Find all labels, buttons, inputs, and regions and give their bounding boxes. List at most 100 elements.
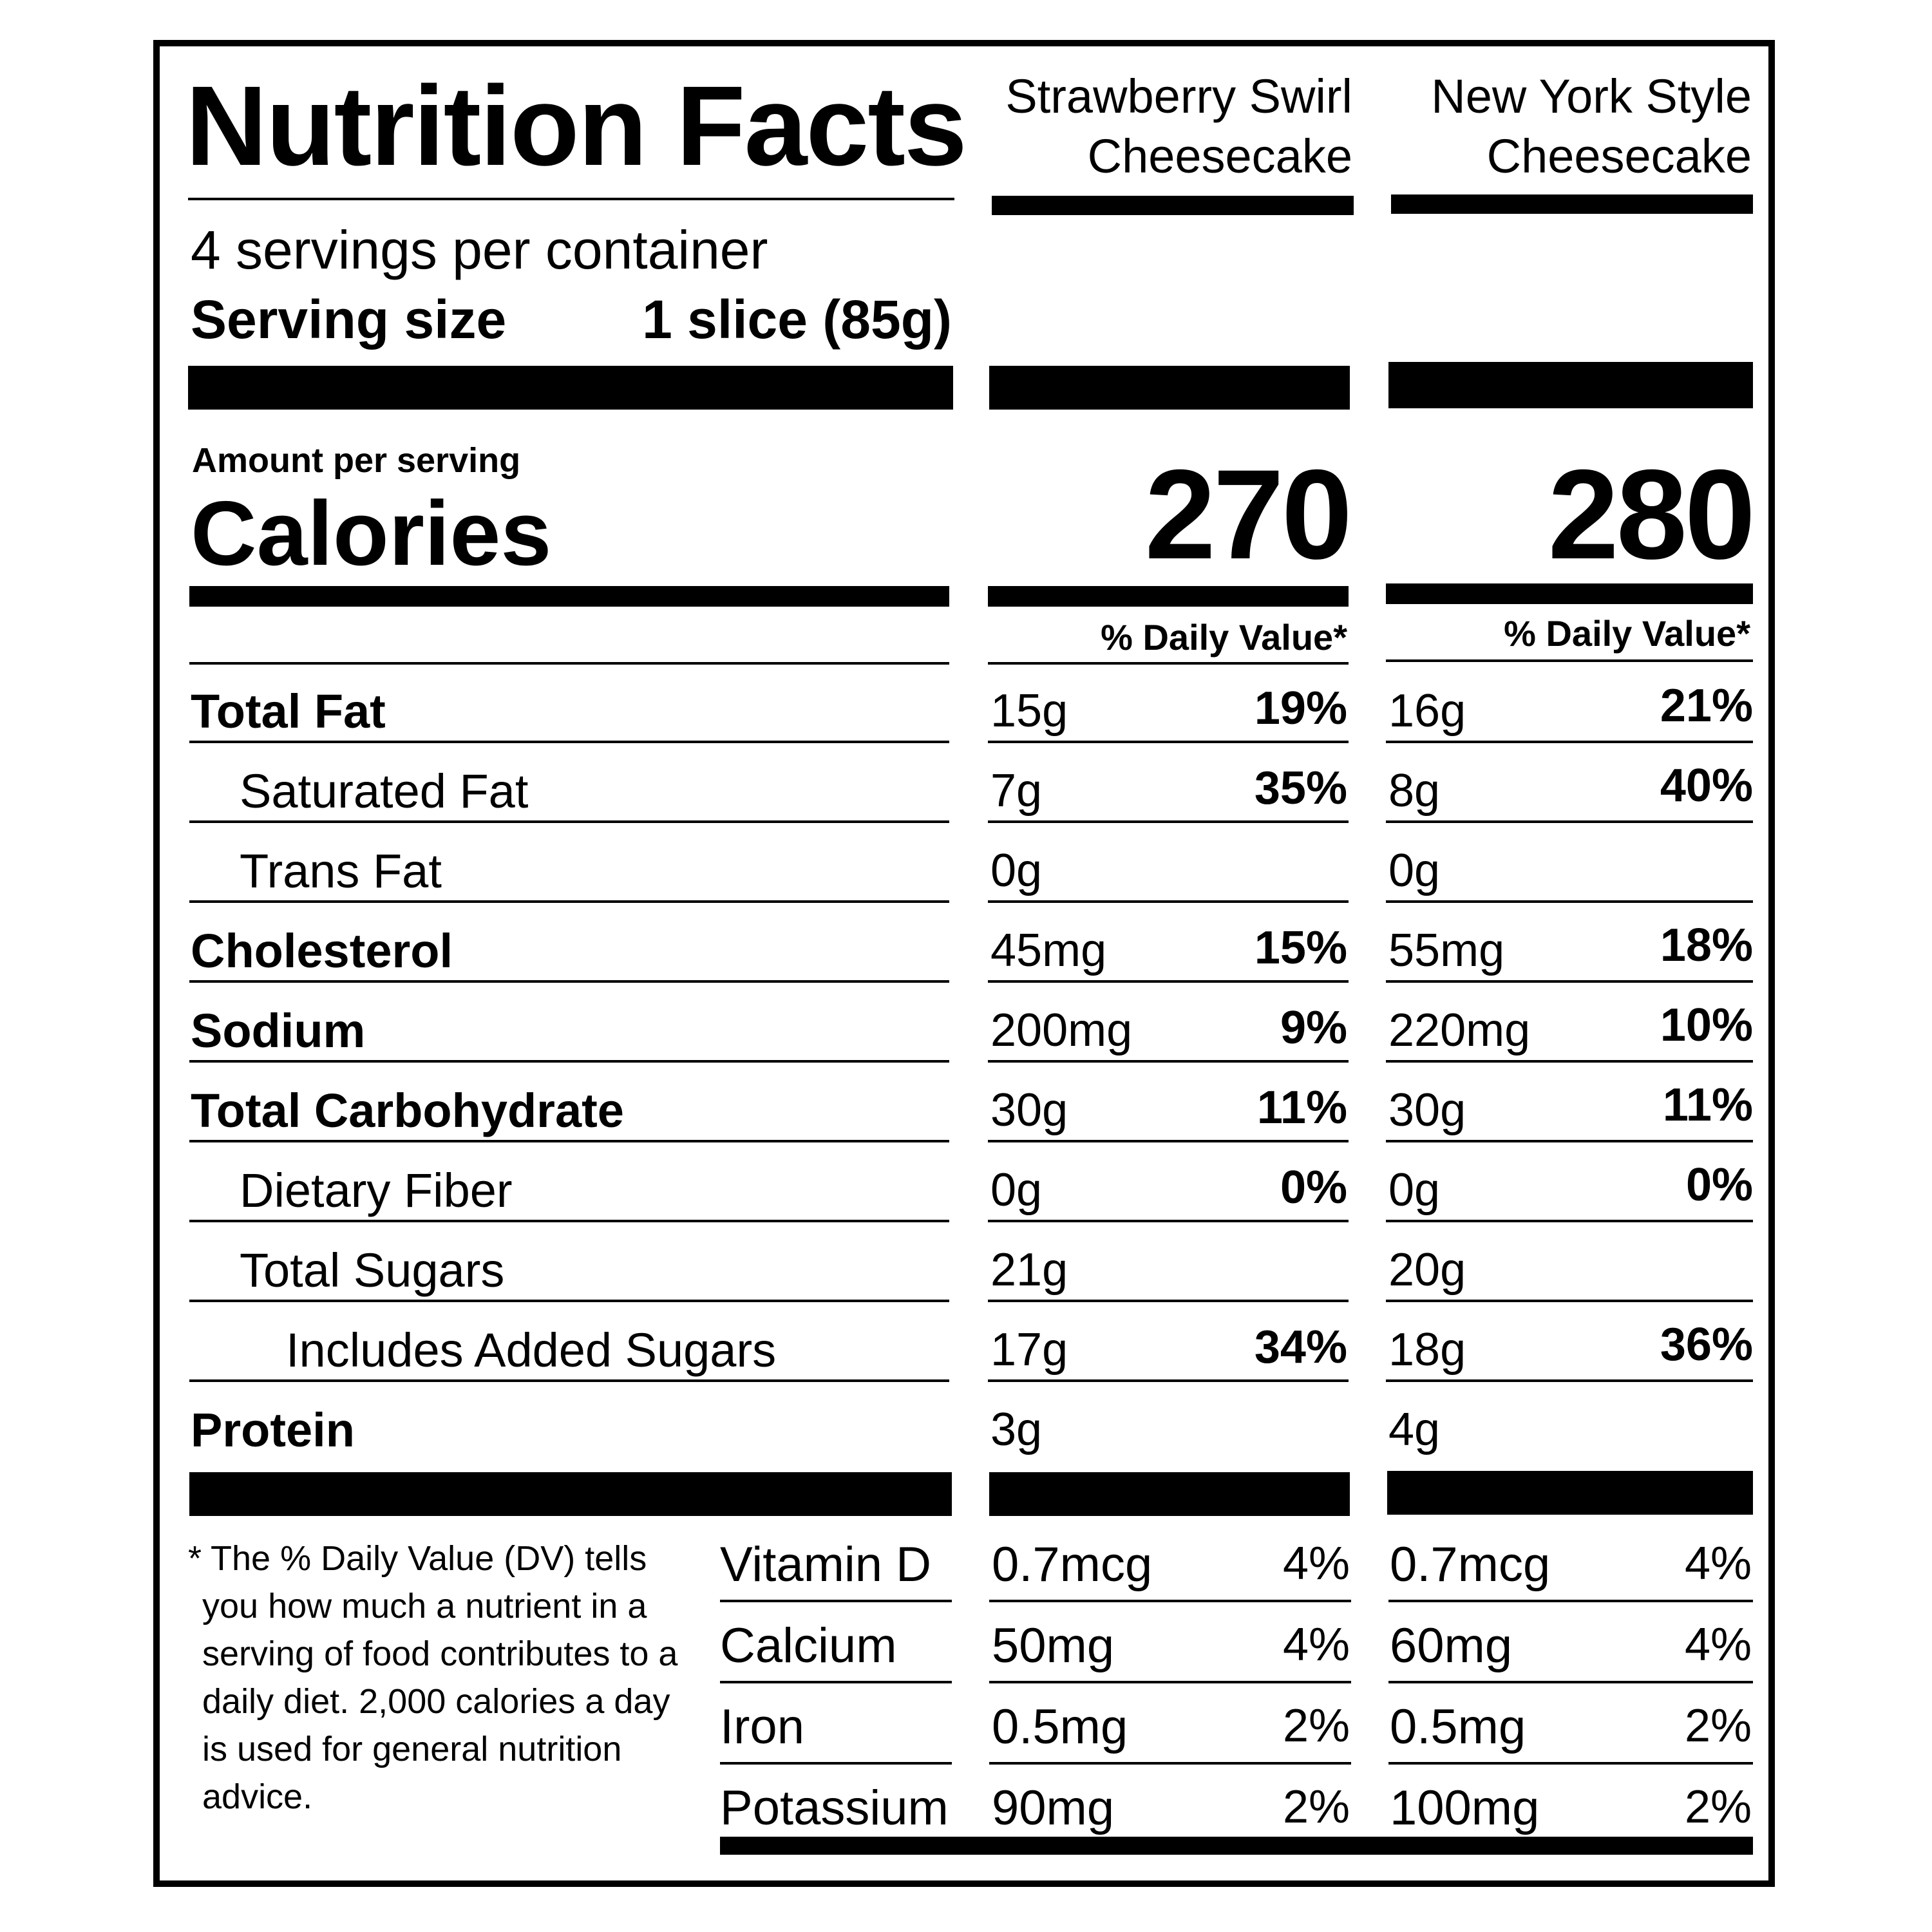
heavy-rule (989, 1472, 1350, 1516)
product-1-daily-value: 4% (1282, 1538, 1350, 1589)
product-1-amount: 17g (990, 1324, 1068, 1376)
row-divider (720, 1681, 952, 1683)
row-divider (988, 1379, 1349, 1382)
product-1-daily-value: 34% (1254, 1321, 1347, 1373)
row-divider (720, 1600, 952, 1602)
heavy-rule (188, 366, 953, 410)
row-divider (1388, 1762, 1753, 1765)
heavy-rule (989, 366, 1350, 410)
product-2-amount: 30g (1388, 1084, 1466, 1136)
product-2-calories: 280 (1548, 443, 1756, 585)
row-divider (189, 980, 949, 983)
row-divider (189, 820, 949, 823)
product-1-name: Strawberry Swirl Cheesecake (992, 67, 1352, 186)
heavy-rule (1387, 1471, 1753, 1515)
row-divider (189, 1060, 949, 1063)
product-2-daily-value: 40% (1660, 760, 1753, 811)
product-2-amount: 60mg (1390, 1618, 1513, 1673)
row-divider (189, 1140, 949, 1142)
row-divider (720, 1762, 952, 1765)
product-1-daily-value: 15% (1254, 922, 1347, 974)
row-divider (1386, 741, 1753, 743)
thick-rule (1391, 194, 1753, 214)
product-2-daily-value: 4% (1684, 1538, 1752, 1589)
row-divider (989, 1681, 1351, 1683)
row-divider (1386, 1379, 1753, 1382)
nutrition-facts-label (153, 40, 1775, 1887)
product-2-amount: 8g (1388, 765, 1441, 817)
vitamin-label: Vitamin D (720, 1537, 932, 1592)
product-1-daily-value: 35% (1254, 762, 1347, 814)
row-divider (1386, 820, 1753, 823)
row-divider (988, 1140, 1349, 1142)
row-divider (1386, 900, 1753, 903)
product-2-daily-value: 11% (1662, 1079, 1753, 1131)
product-2-dv-header: % Daily Value* (1504, 613, 1750, 654)
product-2-amount: 16g (1388, 685, 1466, 737)
row-divider (1386, 1140, 1753, 1142)
row-divider (1386, 1060, 1753, 1063)
nutrient-label: Total Sugars (240, 1244, 505, 1297)
product-1-amount: 0g (990, 845, 1043, 896)
product-1-dv-header: % Daily Value* (1101, 617, 1347, 658)
row-divider (989, 1600, 1351, 1602)
product-2-daily-value: 36% (1660, 1319, 1753, 1370)
product-2-amount: 0g (1388, 1164, 1441, 1216)
row-divider (189, 741, 949, 743)
product-1-amount: 3g (990, 1404, 1043, 1455)
row-divider (1386, 1220, 1753, 1222)
product-1-amount: 90mg (992, 1781, 1115, 1835)
row-divider (988, 980, 1349, 983)
divider (188, 198, 954, 200)
product-1-amount: 200mg (990, 1005, 1133, 1056)
product-2-amount: 55mg (1388, 925, 1505, 976)
product-1-name-line2: Cheesecake (1087, 129, 1352, 183)
nutrient-label: Total Carbohydrate (191, 1084, 624, 1137)
product-1-amount: 30g (990, 1084, 1068, 1136)
product-1-calories: 270 (1144, 443, 1352, 585)
nutrient-label: Sodium (191, 1004, 366, 1057)
product-2-amount: 20g (1388, 1244, 1466, 1296)
vitamin-label: Potassium (720, 1781, 949, 1835)
product-2-name: New York Style Cheesecake (1391, 67, 1752, 186)
row-divider (1386, 1300, 1753, 1302)
product-2-amount: 18g (1388, 1324, 1466, 1376)
servings-per-container: 4 servings per container (191, 220, 768, 280)
product-2-daily-value: 10% (1660, 999, 1753, 1051)
product-1-amount: 0.7mcg (992, 1537, 1153, 1592)
product-1-amount: 45mg (990, 925, 1107, 976)
row-divider (1388, 1600, 1753, 1602)
product-2-daily-value: 21% (1660, 680, 1753, 732)
vitamin-label: Iron (720, 1700, 804, 1754)
product-1-daily-value: 19% (1254, 683, 1347, 734)
product-2-amount: 100mg (1390, 1781, 1540, 1835)
row-divider (988, 1300, 1349, 1302)
product-2-name-line1: New York Style (1431, 70, 1752, 123)
row-divider (189, 900, 949, 903)
medium-rule (1386, 583, 1753, 604)
product-2-amount: 220mg (1388, 1005, 1531, 1056)
product-1-amount: 15g (990, 685, 1068, 737)
daily-value-footnote: * The % Daily Value (DV) tells you how m… (188, 1539, 678, 1816)
nutrient-label: Dietary Fiber (240, 1164, 513, 1217)
row-divider (988, 741, 1349, 743)
product-2-amount: 0.5mg (1390, 1700, 1526, 1754)
medium-rule (189, 586, 949, 607)
product-2-daily-value: 18% (1660, 920, 1753, 971)
product-2-amount: 4g (1388, 1404, 1441, 1455)
medium-rule (988, 586, 1349, 607)
product-1-name-line1: Strawberry Swirl (1005, 70, 1352, 123)
divider (988, 662, 1349, 665)
heavy-rule (189, 1472, 952, 1516)
product-1-daily-value: 0% (1280, 1162, 1347, 1213)
product-1-amount: 0g (990, 1164, 1043, 1216)
bottom-rule (720, 1837, 1753, 1855)
product-2-daily-value: 4% (1684, 1619, 1752, 1671)
vitamin-label: Calcium (720, 1618, 897, 1673)
product-1-daily-value: 9% (1280, 1002, 1347, 1054)
product-2-amount: 0g (1388, 845, 1441, 896)
row-divider (189, 1300, 949, 1302)
row-divider (1388, 1681, 1753, 1683)
amount-per-serving: Amount per serving (192, 441, 521, 480)
row-divider (988, 900, 1349, 903)
